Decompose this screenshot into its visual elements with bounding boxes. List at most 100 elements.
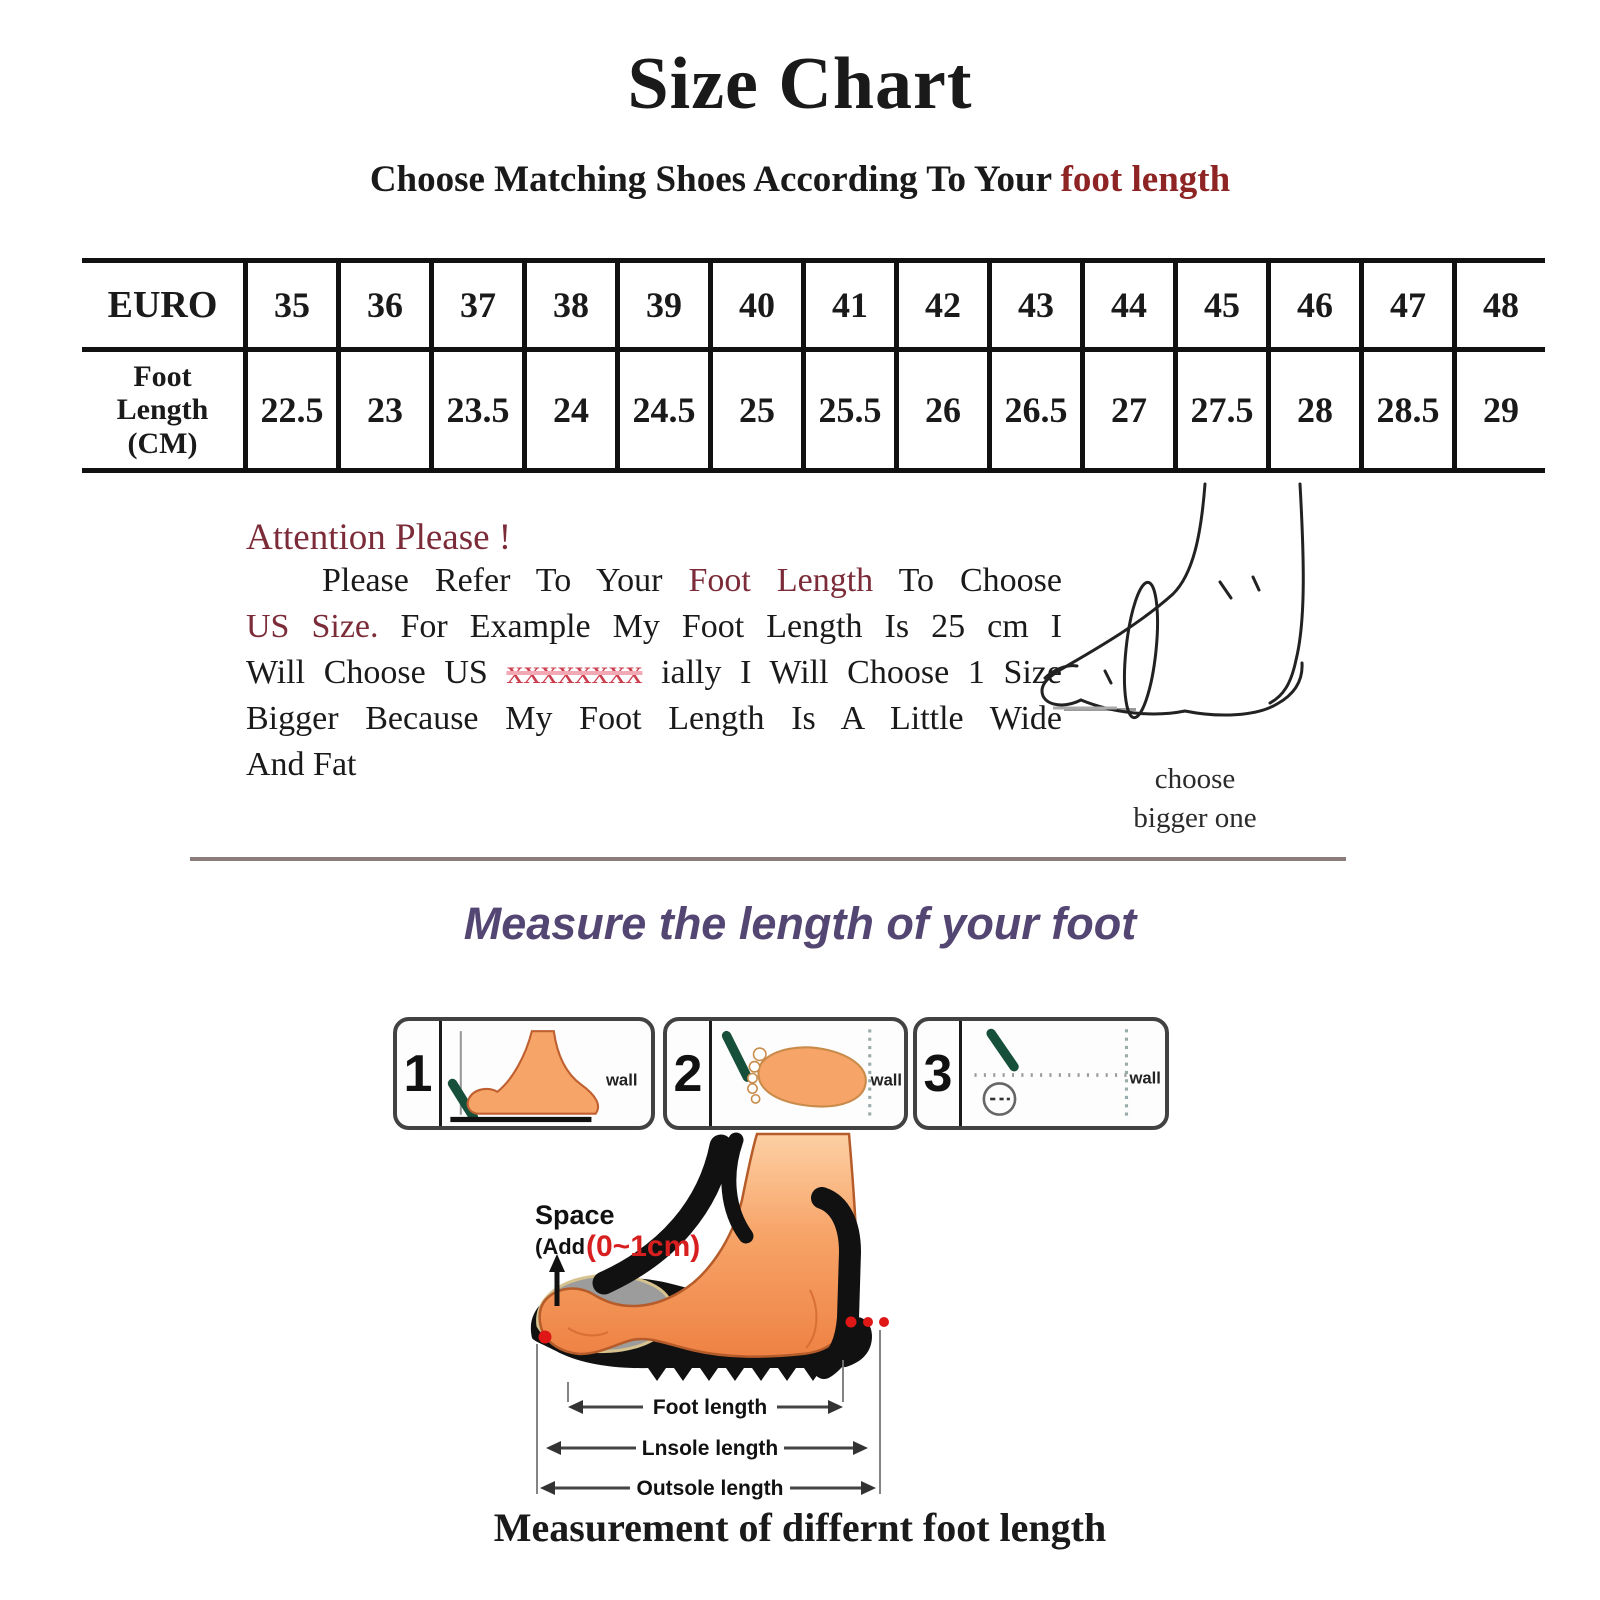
euro-size-cell: 45 [1173, 258, 1271, 352]
arrowhead-right [861, 1481, 876, 1495]
pen-icon [986, 1028, 1019, 1072]
step-number: 3 [917, 1021, 962, 1126]
result-circle [982, 1082, 1017, 1116]
attention-line: Will Choose US xxxxxxxx ially I Will Cho… [246, 654, 1062, 691]
attention-line: Bigger Because My Foot Length Is A Littl… [246, 700, 1062, 737]
heel-crease [805, 1289, 818, 1349]
measure-step-panel-2: 2 wall [663, 1017, 908, 1130]
euro-size-cell: 44 [1080, 258, 1178, 352]
pen-icon [721, 1030, 752, 1082]
euro-size-cell: 48 [1452, 258, 1545, 352]
toe-marker-dot [538, 1330, 552, 1344]
subtitle: Choose Matching Shoes According To Your … [0, 158, 1600, 201]
foot-length-cell: 28.5 [1359, 347, 1457, 473]
size-table: EURO 35 36 37 38 39 40 41 42 43 44 45 46… [82, 258, 1545, 473]
space-arrowhead [549, 1254, 565, 1272]
arrowhead-left [568, 1400, 583, 1414]
step1-illustration: wall [447, 1030, 638, 1123]
foot-sketch-instep [1040, 482, 1207, 707]
step2-illustration: wall [721, 1029, 902, 1117]
euro-size-cell: 47 [1359, 258, 1457, 352]
footprint-icon [757, 1046, 867, 1108]
foot-length-cell: 24.5 [615, 347, 713, 473]
toe-crease [567, 1327, 609, 1337]
foot-length-label: Foot length [653, 1396, 767, 1419]
foot-length-cell: 23.5 [429, 347, 527, 473]
foot-length-cell: 26 [894, 347, 992, 473]
foot-sketch-illustration [1040, 482, 1305, 720]
space-label: Space [535, 1200, 615, 1230]
wall-label: wall [605, 1071, 638, 1090]
wall-label: wall [870, 1070, 902, 1089]
foot-side-icon [466, 1030, 600, 1115]
measure-step-panel-3: 3 wall [913, 1017, 1169, 1130]
foot-measurement-diagram: Space (Add (0~1cm) Foot length Lnsole le… [530, 1132, 889, 1500]
add-range-label: (0~1cm) [586, 1230, 700, 1263]
euro-size-cell: 41 [801, 258, 899, 352]
heel-counter [811, 1187, 862, 1379]
euro-size-cell: 46 [1266, 258, 1364, 352]
arrowhead-left [546, 1441, 561, 1455]
foot-length-cell: 22.5 [243, 347, 341, 473]
euro-size-cell: 37 [429, 258, 527, 352]
euro-size-cell: 40 [708, 258, 806, 352]
foot-sketch-heel [1268, 482, 1305, 705]
step-number: 2 [667, 1021, 712, 1126]
subtitle-highlight: foot length [1060, 159, 1231, 200]
choose-bigger-note: choose bigger one [1133, 763, 1257, 834]
ankle-mark [1251, 575, 1261, 592]
arrowhead-right [853, 1441, 868, 1455]
floor-line [450, 1116, 592, 1123]
attention-heading: Attention Please ! [246, 517, 512, 558]
shoe-back-tab [721, 1132, 754, 1244]
foot-length-cell: 27.5 [1173, 347, 1271, 473]
ankle-mark [1218, 580, 1233, 600]
heel-marker-dot [879, 1317, 889, 1327]
girth-measure-ellipse [1122, 580, 1160, 720]
arrowhead-left [540, 1481, 555, 1495]
measure-section-heading: Measure the length of your foot [463, 898, 1137, 949]
wall-label: wall [1128, 1068, 1160, 1087]
step3-illustration: wall [974, 1028, 1161, 1117]
shoe-collar [592, 1134, 733, 1295]
euro-size-cell: 38 [522, 258, 620, 352]
foot-length-cell: 23 [336, 347, 434, 473]
attention-line: Please Refer To Your Foot Length To Choo… [322, 562, 1063, 599]
toe-circles [747, 1047, 767, 1104]
euro-size-cell: 35 [243, 258, 341, 352]
table-row-foot-length: Foot Length (CM) 22.5 23 23.5 24 24.5 25… [82, 347, 1545, 473]
insole-length-label: Lnsole length [642, 1437, 779, 1460]
foot-length-cell: 28 [1266, 347, 1364, 473]
row-header-euro: EURO [82, 258, 248, 352]
foot-length-cell: 29 [1452, 347, 1545, 473]
euro-size-cell: 36 [336, 258, 434, 352]
euro-size-cell: 43 [987, 258, 1085, 352]
euro-size-cell: 39 [615, 258, 713, 352]
step-number: 1 [397, 1021, 442, 1126]
arrowhead-right [828, 1400, 843, 1414]
heel-marker-dot [863, 1317, 873, 1327]
euro-size-cell: 42 [894, 258, 992, 352]
heel-marker-dot [845, 1316, 857, 1328]
attention-line: US Size. For Example My Foot Length Is 2… [246, 608, 1062, 645]
table-row-euro: EURO 35 36 37 38 39 40 41 42 43 44 45 46… [82, 258, 1545, 352]
measure-boundary-lines [536, 1330, 881, 1494]
foot-length-cell: 25 [708, 347, 806, 473]
foot-length-cell: 24 [522, 347, 620, 473]
subtitle-text: Choose Matching Shoes According To Your [369, 159, 1061, 200]
toe-mark [1103, 669, 1113, 685]
foot-length-cell: 25.5 [801, 347, 899, 473]
row-header-foot-length: Foot Length (CM) [82, 347, 248, 473]
section-divider [190, 857, 1346, 861]
attention-paragraph: Please Refer To Your Foot Length To Choo… [246, 558, 1062, 788]
toe-outline [1043, 664, 1079, 680]
add-label: (Add [535, 1234, 585, 1259]
attention-line: And Fat [246, 746, 357, 783]
page-title: Size Chart [627, 43, 973, 125]
foot-length-cell: 26.5 [987, 347, 1085, 473]
outsole-length-label: Outsole length [637, 1477, 784, 1500]
diagram-caption: Measurement of differnt foot length [493, 1505, 1107, 1550]
measure-step-panel-1: 1 wall [393, 1017, 655, 1130]
foot-length-cell: 27 [1080, 347, 1178, 473]
